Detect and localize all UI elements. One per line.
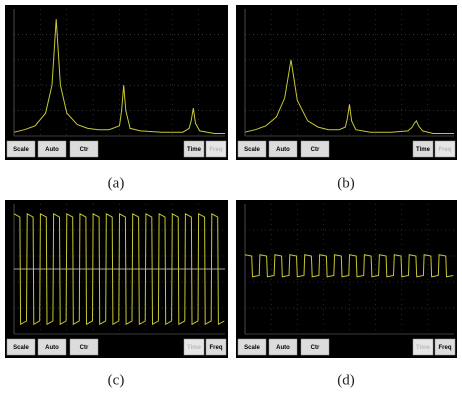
button-label: Auto xyxy=(45,345,59,351)
button-label: Ctr xyxy=(80,345,89,351)
button-label: Time xyxy=(187,345,202,351)
button-label: Time xyxy=(416,345,431,351)
button-label: Auto xyxy=(45,147,59,153)
button-label: Time xyxy=(187,147,202,153)
button-label: Time xyxy=(416,147,431,153)
button-label: Ctr xyxy=(311,147,320,153)
button-label: Freq xyxy=(209,147,222,153)
caption: (a) xyxy=(108,175,125,191)
button-label: Freq xyxy=(209,345,222,351)
caption: (c) xyxy=(108,372,125,388)
scope-screen xyxy=(5,5,228,160)
button-label: Scale xyxy=(244,147,260,153)
figure: Scale Auto Ctr Time Freq (a) Scale Auto Ctr Time F… xyxy=(0,0,462,393)
button-label: Scale xyxy=(13,345,29,351)
button-label: Auto xyxy=(276,147,290,153)
scope-screen xyxy=(236,5,457,160)
caption: (d) xyxy=(337,372,355,388)
button-label: Ctr xyxy=(311,345,320,351)
button-label: Scale xyxy=(13,147,29,153)
button-label: Freq xyxy=(438,345,451,351)
caption: (b) xyxy=(337,175,355,191)
button-label: Ctr xyxy=(80,147,89,153)
button-label: Auto xyxy=(276,345,290,351)
button-label: Scale xyxy=(244,345,260,351)
button-label: Freq xyxy=(438,147,451,153)
